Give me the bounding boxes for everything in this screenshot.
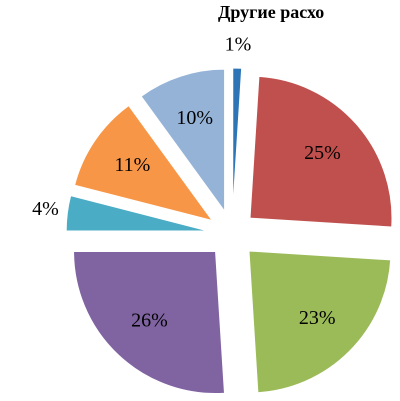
pie-slice [249,75,393,228]
chart-title: Другие расхо [218,2,324,22]
pie-slice [248,250,392,394]
data-label: 1% [225,34,252,56]
data-label: 26% [131,309,168,331]
data-label: 11% [114,154,150,176]
data-label: 4% [32,198,59,220]
pie-slice [232,67,243,211]
pie-slice [65,195,209,232]
data-label: 23% [299,307,336,329]
pie-slice [140,68,226,213]
pie-slice [74,104,214,222]
pie-slice [73,250,226,394]
data-label: 25% [304,142,341,164]
data-label: 10% [176,107,213,129]
